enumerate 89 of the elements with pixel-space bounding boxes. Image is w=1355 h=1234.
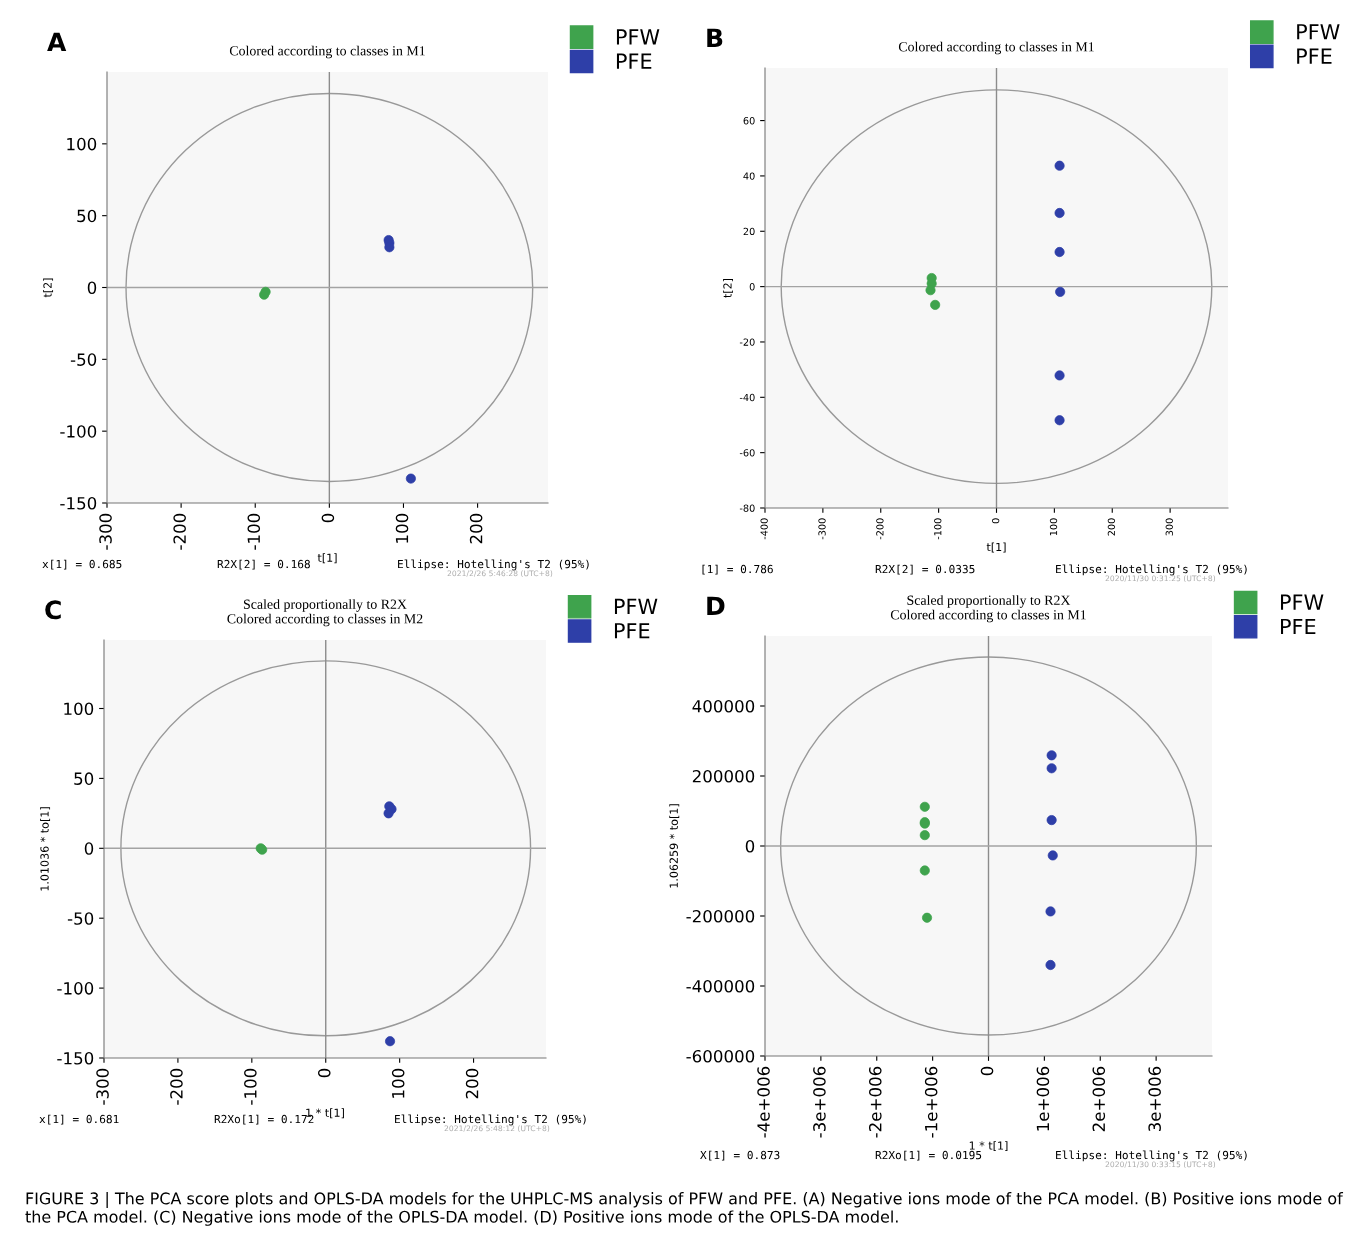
text: Ellipse: Hotelling's T2 (95%) bbox=[1056, 1150, 1247, 1162]
text: x[1] = 0.685 bbox=[42, 559, 122, 570]
x-tick-label: -2e+006 bbox=[868, 1066, 882, 1138]
y-tick-label: 0 bbox=[745, 839, 755, 853]
legend-label: PFW bbox=[1281, 594, 1324, 610]
legend-label: PFE bbox=[616, 53, 652, 69]
x-tick-label: -200 bbox=[876, 518, 884, 540]
y-tick-label: 20 bbox=[743, 227, 755, 236]
chart-title: Colored according to classes in M1 bbox=[229, 45, 425, 59]
x-tick-label: 200 bbox=[465, 1068, 479, 1099]
text: R2X[2] = 0.0335 bbox=[875, 564, 975, 575]
text: x[1] = 0.681 bbox=[39, 1114, 119, 1125]
x-tick-label: 100 bbox=[1049, 518, 1058, 536]
y-tick-label: 50 bbox=[77, 209, 97, 223]
x-tick-label: -1e+006 bbox=[924, 1066, 938, 1138]
caption: FIGURE 3 | The PCA score plots and OPLS-DA models for the UHPLC-MS analysis of PFW and PFE. (A) Negative ions mode of the PCA model. (B) Positive ions mode of the PCA model. (C) Negative ions mode of the OPLS-DA model. (D) Positive ions mode of the OPLS-DA model. bbox=[25, 1192, 1344, 1226]
x-tick-label: 0 bbox=[317, 1068, 331, 1078]
x-tick-label: 100 bbox=[391, 1068, 405, 1098]
x-tick-label: -100 bbox=[247, 513, 261, 550]
y-axis-title: 1.06259 * to[1] bbox=[669, 804, 680, 888]
chart-title: Scaled proportionally to R2X Colored according to classes in M1 bbox=[890, 595, 1086, 623]
y-axis-title: t[2] bbox=[43, 278, 54, 298]
legend-label: PFE bbox=[614, 623, 650, 639]
y-tick-label: -50 bbox=[70, 353, 97, 366]
x-tick-label: -300 bbox=[99, 513, 112, 550]
y-tick-label: 0 bbox=[749, 283, 755, 291]
text: B bbox=[707, 28, 723, 47]
x-tick-label: -300 bbox=[96, 1068, 109, 1105]
x-tick-label: -100 bbox=[244, 1068, 257, 1105]
text: R2Xo[1] = 0.0195 bbox=[875, 1150, 982, 1161]
y-tick-label: -60 bbox=[739, 449, 755, 457]
legend-label: PFW bbox=[616, 29, 660, 45]
y-tick-label: 100 bbox=[64, 702, 94, 716]
x-tick-label: 1e+006 bbox=[1036, 1066, 1050, 1131]
y-tick-label: -200000 bbox=[686, 909, 755, 923]
y-axis-title: 1.01036 * to[1] bbox=[40, 807, 51, 891]
y-tick-label: -100 bbox=[60, 425, 97, 438]
y-axis-title: t[2] bbox=[723, 278, 733, 298]
x-axis-title: 1 * t[1] bbox=[969, 1141, 1008, 1152]
text: A bbox=[47, 32, 67, 51]
x-tick-label: 0 bbox=[321, 513, 335, 523]
y-tick-label: -20 bbox=[739, 338, 755, 346]
y-tick-label: 0 bbox=[84, 842, 94, 855]
x-axis-title: t[1] bbox=[986, 542, 1006, 553]
y-tick-label: 200000 bbox=[692, 769, 755, 783]
y-tick-label: -40 bbox=[739, 393, 755, 402]
x-tick-label: 100 bbox=[395, 513, 409, 543]
x-tick-label: 300 bbox=[1165, 518, 1173, 536]
x-tick-label: -400 bbox=[760, 518, 768, 540]
x-axis-title: t[1] bbox=[317, 553, 337, 564]
x-tick-label: 3e+006 bbox=[1148, 1066, 1161, 1132]
y-tick-label: 400000 bbox=[692, 699, 755, 713]
x-tick-label: 2e+006 bbox=[1092, 1066, 1106, 1132]
y-tick-label: 40 bbox=[743, 172, 755, 180]
text: C bbox=[45, 600, 61, 620]
chart-title: Scaled proportionally to R2X Colored according to classes in M2 bbox=[227, 599, 423, 627]
y-tick-label: -150 bbox=[60, 496, 97, 510]
text: Ellipse: Hotelling's T2 (95%) bbox=[395, 1114, 586, 1126]
legend-label: PFE bbox=[1297, 48, 1332, 64]
x-tick-label: 200 bbox=[469, 513, 483, 544]
legend-label: PFW bbox=[1297, 24, 1340, 40]
x-tick-label: -200 bbox=[173, 513, 186, 550]
y-tick-label: -600000 bbox=[686, 1049, 755, 1063]
legend-label: PFE bbox=[1281, 618, 1316, 635]
text: [1] = 0.786 bbox=[702, 564, 773, 575]
x-tick-label: 0 bbox=[991, 518, 1000, 524]
y-tick-label: -80 bbox=[739, 504, 755, 512]
text: X[1] = 0.873 bbox=[700, 1150, 780, 1161]
y-tick-label: -50 bbox=[67, 912, 94, 925]
y-tick-label: -400000 bbox=[686, 979, 755, 993]
chart-title: Colored according to classes in M1 bbox=[898, 41, 1094, 55]
x-tick-label: -300 bbox=[818, 518, 826, 540]
y-tick-label: 60 bbox=[743, 117, 755, 125]
x-tick-label: -3e+006 bbox=[813, 1066, 826, 1138]
text: Ellipse: Hotelling's T2 (95%) bbox=[398, 559, 589, 571]
text: D bbox=[707, 596, 725, 615]
y-tick-label: -150 bbox=[57, 1051, 94, 1065]
text: Ellipse: Hotelling's T2 (95%) bbox=[1056, 564, 1247, 576]
x-tick-label: -200 bbox=[170, 1068, 183, 1105]
y-tick-label: 100 bbox=[67, 137, 97, 151]
text: R2X[2] = 0.168 bbox=[217, 559, 310, 570]
legend-label: PFW bbox=[614, 598, 658, 614]
y-tick-label: -100 bbox=[57, 982, 94, 995]
x-tick-label: -100 bbox=[934, 518, 942, 540]
x-tick-label: 0 bbox=[980, 1066, 994, 1076]
x-tick-label: 200 bbox=[1107, 518, 1116, 536]
y-tick-label: 50 bbox=[74, 772, 94, 785]
x-tick-label: -4e+006 bbox=[757, 1066, 770, 1138]
y-tick-label: 0 bbox=[87, 281, 97, 295]
